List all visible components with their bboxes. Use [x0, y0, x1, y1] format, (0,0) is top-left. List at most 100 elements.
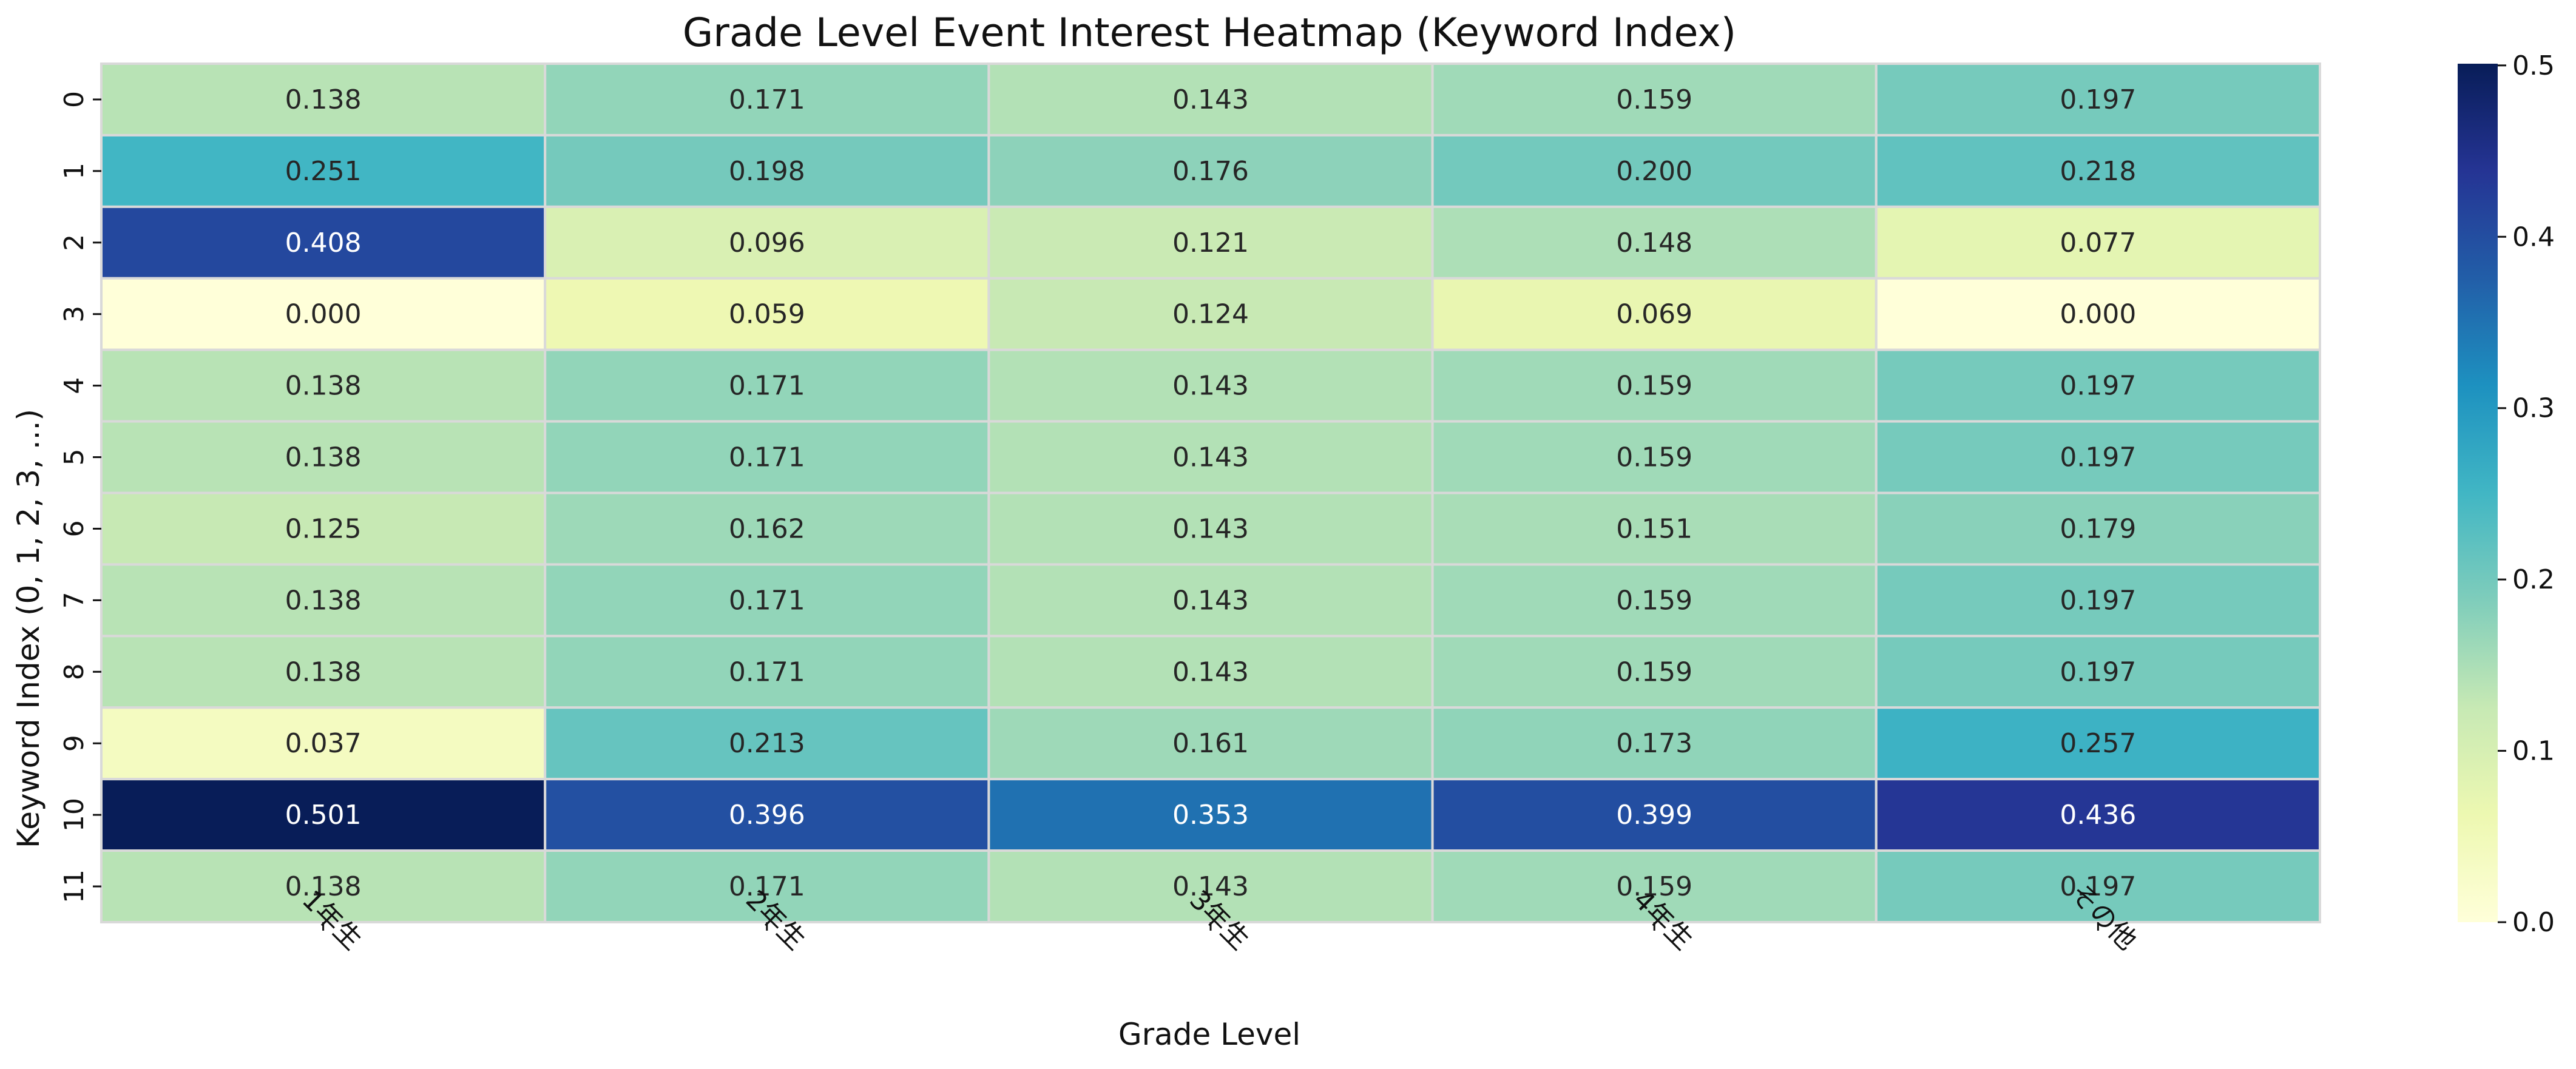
y-tick-label: 1 [59, 163, 90, 180]
heatmap-cells: 0.138 0.171 0.143 0.159 0.197 0.251 0.198 0.176… [100, 62, 2322, 924]
heatmap-cell [987, 778, 1434, 852]
cell-value-label: 0.000 [285, 299, 362, 330]
cell-value-label: 0.257 [2060, 728, 2136, 759]
colorbar [2458, 64, 2498, 922]
y-axis-label: Keyword Index (0, 1, 2, 3, ...) [11, 409, 46, 848]
cell-value-label: 0.176 [1172, 156, 1249, 187]
heatmap-cell [544, 205, 990, 280]
heatmap-cell [1875, 706, 2322, 781]
cell-value-label: 0.159 [1616, 442, 1692, 473]
cell-value-label: 0.143 [1172, 371, 1249, 402]
heatmap-cell [987, 133, 1434, 208]
heatmap-cell [544, 420, 990, 494]
cell-value-label: 0.096 [729, 228, 805, 258]
cell-value-label: 0.159 [1616, 371, 1692, 402]
heatmap-cell [1431, 778, 1878, 852]
cell-value-label: 0.077 [2060, 228, 2136, 258]
cell-value-label: 0.138 [285, 871, 362, 902]
cell-value-label: 0.171 [729, 656, 805, 687]
y-tick-label: 0 [59, 91, 90, 108]
heatmap-cell [987, 348, 1434, 423]
heatmap-cell [1431, 420, 1878, 494]
y-tick-label: 8 [59, 663, 90, 680]
x-axis-label: Grade Level [1118, 1017, 1300, 1052]
cell-value-label: 0.059 [729, 299, 805, 330]
cell-value-label: 0.197 [2060, 656, 2136, 687]
cell-value-label: 0.213 [729, 728, 805, 759]
heatmap-cell [100, 491, 547, 566]
cell-value-label: 0.197 [2060, 371, 2136, 402]
cell-value-label: 0.124 [1172, 299, 1249, 330]
colorbar-tick-label: 0.1 [2512, 736, 2555, 767]
y-tick-label: 9 [59, 735, 90, 752]
cell-value-label: 0.159 [1616, 84, 1692, 115]
heatmap-cell [100, 706, 547, 781]
cell-value-label: 0.138 [285, 442, 362, 473]
heatmap-cell [1875, 778, 2322, 852]
y-tick-label: 7 [59, 592, 90, 609]
heatmap-cell [1431, 563, 1878, 638]
heatmap-cell [1431, 277, 1878, 351]
cell-value-label: 0.143 [1172, 513, 1249, 544]
cell-value-label: 0.159 [1616, 656, 1692, 687]
cell-value-label: 0.143 [1172, 656, 1249, 687]
heatmap-cell [1875, 348, 2322, 423]
cell-value-label: 0.173 [1616, 728, 1692, 759]
heatmap-cell [544, 635, 990, 709]
heatmap-cell [987, 706, 1434, 781]
cell-value-label: 0.197 [2060, 442, 2136, 473]
cell-value-label: 0.159 [1616, 871, 1692, 902]
cell-value-label: 0.161 [1172, 728, 1249, 759]
cell-value-label: 0.138 [285, 656, 362, 687]
cell-value-label: 0.143 [1172, 442, 1249, 473]
y-tick-label: 4 [59, 377, 90, 394]
heatmap-cell [544, 348, 990, 423]
y-tick-label: 3 [59, 306, 90, 323]
colorbar-tick-label: 0.0 [2512, 907, 2555, 938]
heatmap-cell [100, 849, 547, 924]
cell-value-label: 0.251 [285, 156, 362, 187]
cell-value-label: 0.436 [2060, 800, 2136, 831]
heatmap-cell [100, 778, 547, 852]
cell-value-label: 0.162 [729, 513, 805, 544]
cell-value-label: 0.069 [1616, 299, 1692, 330]
heatmap-cell [544, 277, 990, 351]
cell-value-label: 0.171 [729, 585, 805, 616]
heatmap-cell [987, 62, 1434, 137]
heatmap-cell [1431, 706, 1878, 781]
cell-value-label: 0.121 [1172, 228, 1249, 258]
heatmap-cell [987, 420, 1434, 494]
cell-value-label: 0.171 [729, 442, 805, 473]
heatmap-cell [1875, 420, 2322, 494]
heatmap-cell [100, 348, 547, 423]
cell-value-label: 0.143 [1172, 871, 1249, 902]
cell-value-label: 0.200 [1616, 156, 1692, 187]
cell-value-label: 0.143 [1172, 585, 1249, 616]
cell-value-label: 0.218 [2060, 156, 2136, 187]
heatmap-cell [1875, 849, 2322, 924]
heatmap-cell [987, 277, 1434, 351]
cell-value-label: 0.159 [1616, 585, 1692, 616]
cell-value-label: 0.000 [2060, 299, 2136, 330]
cell-value-label: 0.125 [285, 513, 362, 544]
heatmap-cell [1875, 563, 2322, 638]
cell-value-label: 0.171 [729, 371, 805, 402]
cell-value-label: 0.138 [285, 371, 362, 402]
heatmap-cell [987, 849, 1434, 924]
cell-value-label: 0.501 [285, 800, 362, 831]
colorbar-tick-label: 0.2 [2512, 564, 2555, 595]
heatmap-cell [1431, 205, 1878, 280]
y-tick-label: 5 [59, 449, 90, 466]
y-axis-ticks: 0 1 2 3 4 5 6 7 8 9 10 11 [59, 91, 101, 903]
cell-value-label: 0.171 [729, 871, 805, 902]
heatmap-cell [987, 635, 1434, 709]
cell-value-label: 0.138 [285, 84, 362, 115]
cell-value-label: 0.353 [1172, 800, 1249, 831]
cell-value-label: 0.197 [2060, 871, 2136, 902]
colorbar-tick-label: 0.5 [2512, 50, 2555, 81]
heatmap-cell [1875, 277, 2322, 351]
heatmap-cell [544, 62, 990, 137]
cell-value-label: 0.151 [1616, 513, 1692, 544]
